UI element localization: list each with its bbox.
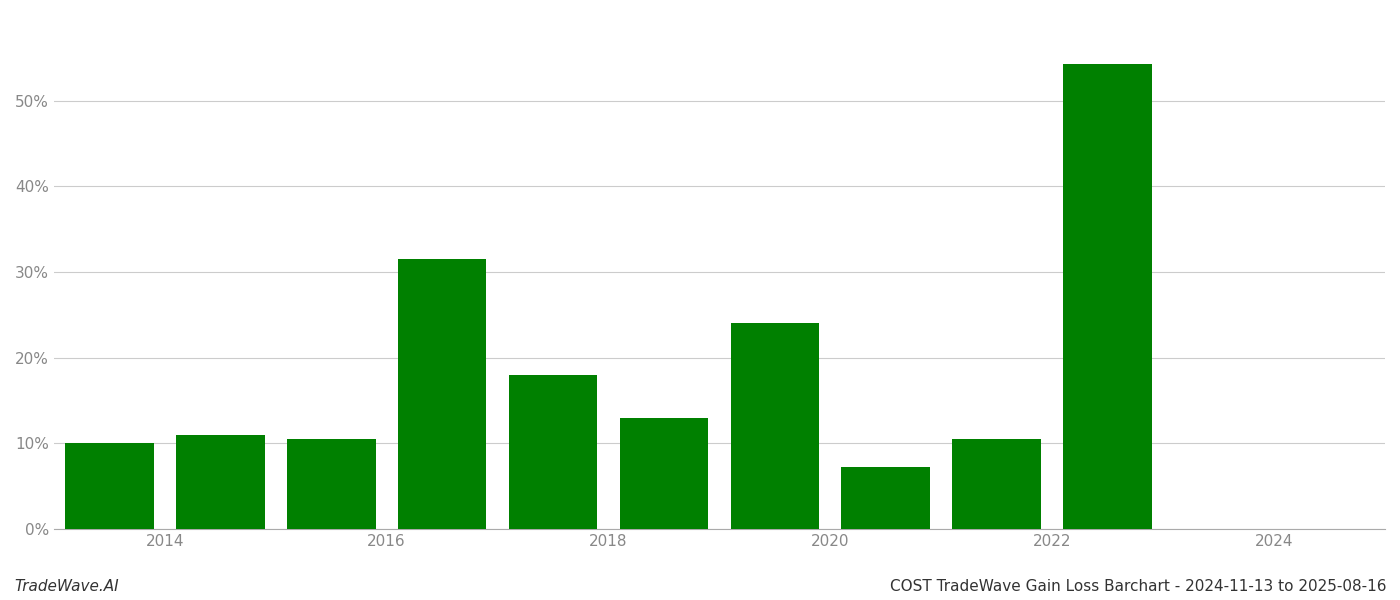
Bar <box>620 418 708 529</box>
Bar <box>508 375 598 529</box>
Bar <box>731 323 819 529</box>
Bar <box>1064 64 1152 529</box>
Bar <box>952 439 1042 529</box>
Bar <box>841 467 930 529</box>
Bar <box>176 435 265 529</box>
Text: COST TradeWave Gain Loss Barchart - 2024-11-13 to 2025-08-16: COST TradeWave Gain Loss Barchart - 2024… <box>889 579 1386 594</box>
Bar <box>287 439 375 529</box>
Bar <box>64 443 154 529</box>
Bar <box>398 259 486 529</box>
Text: TradeWave.AI: TradeWave.AI <box>14 579 119 594</box>
